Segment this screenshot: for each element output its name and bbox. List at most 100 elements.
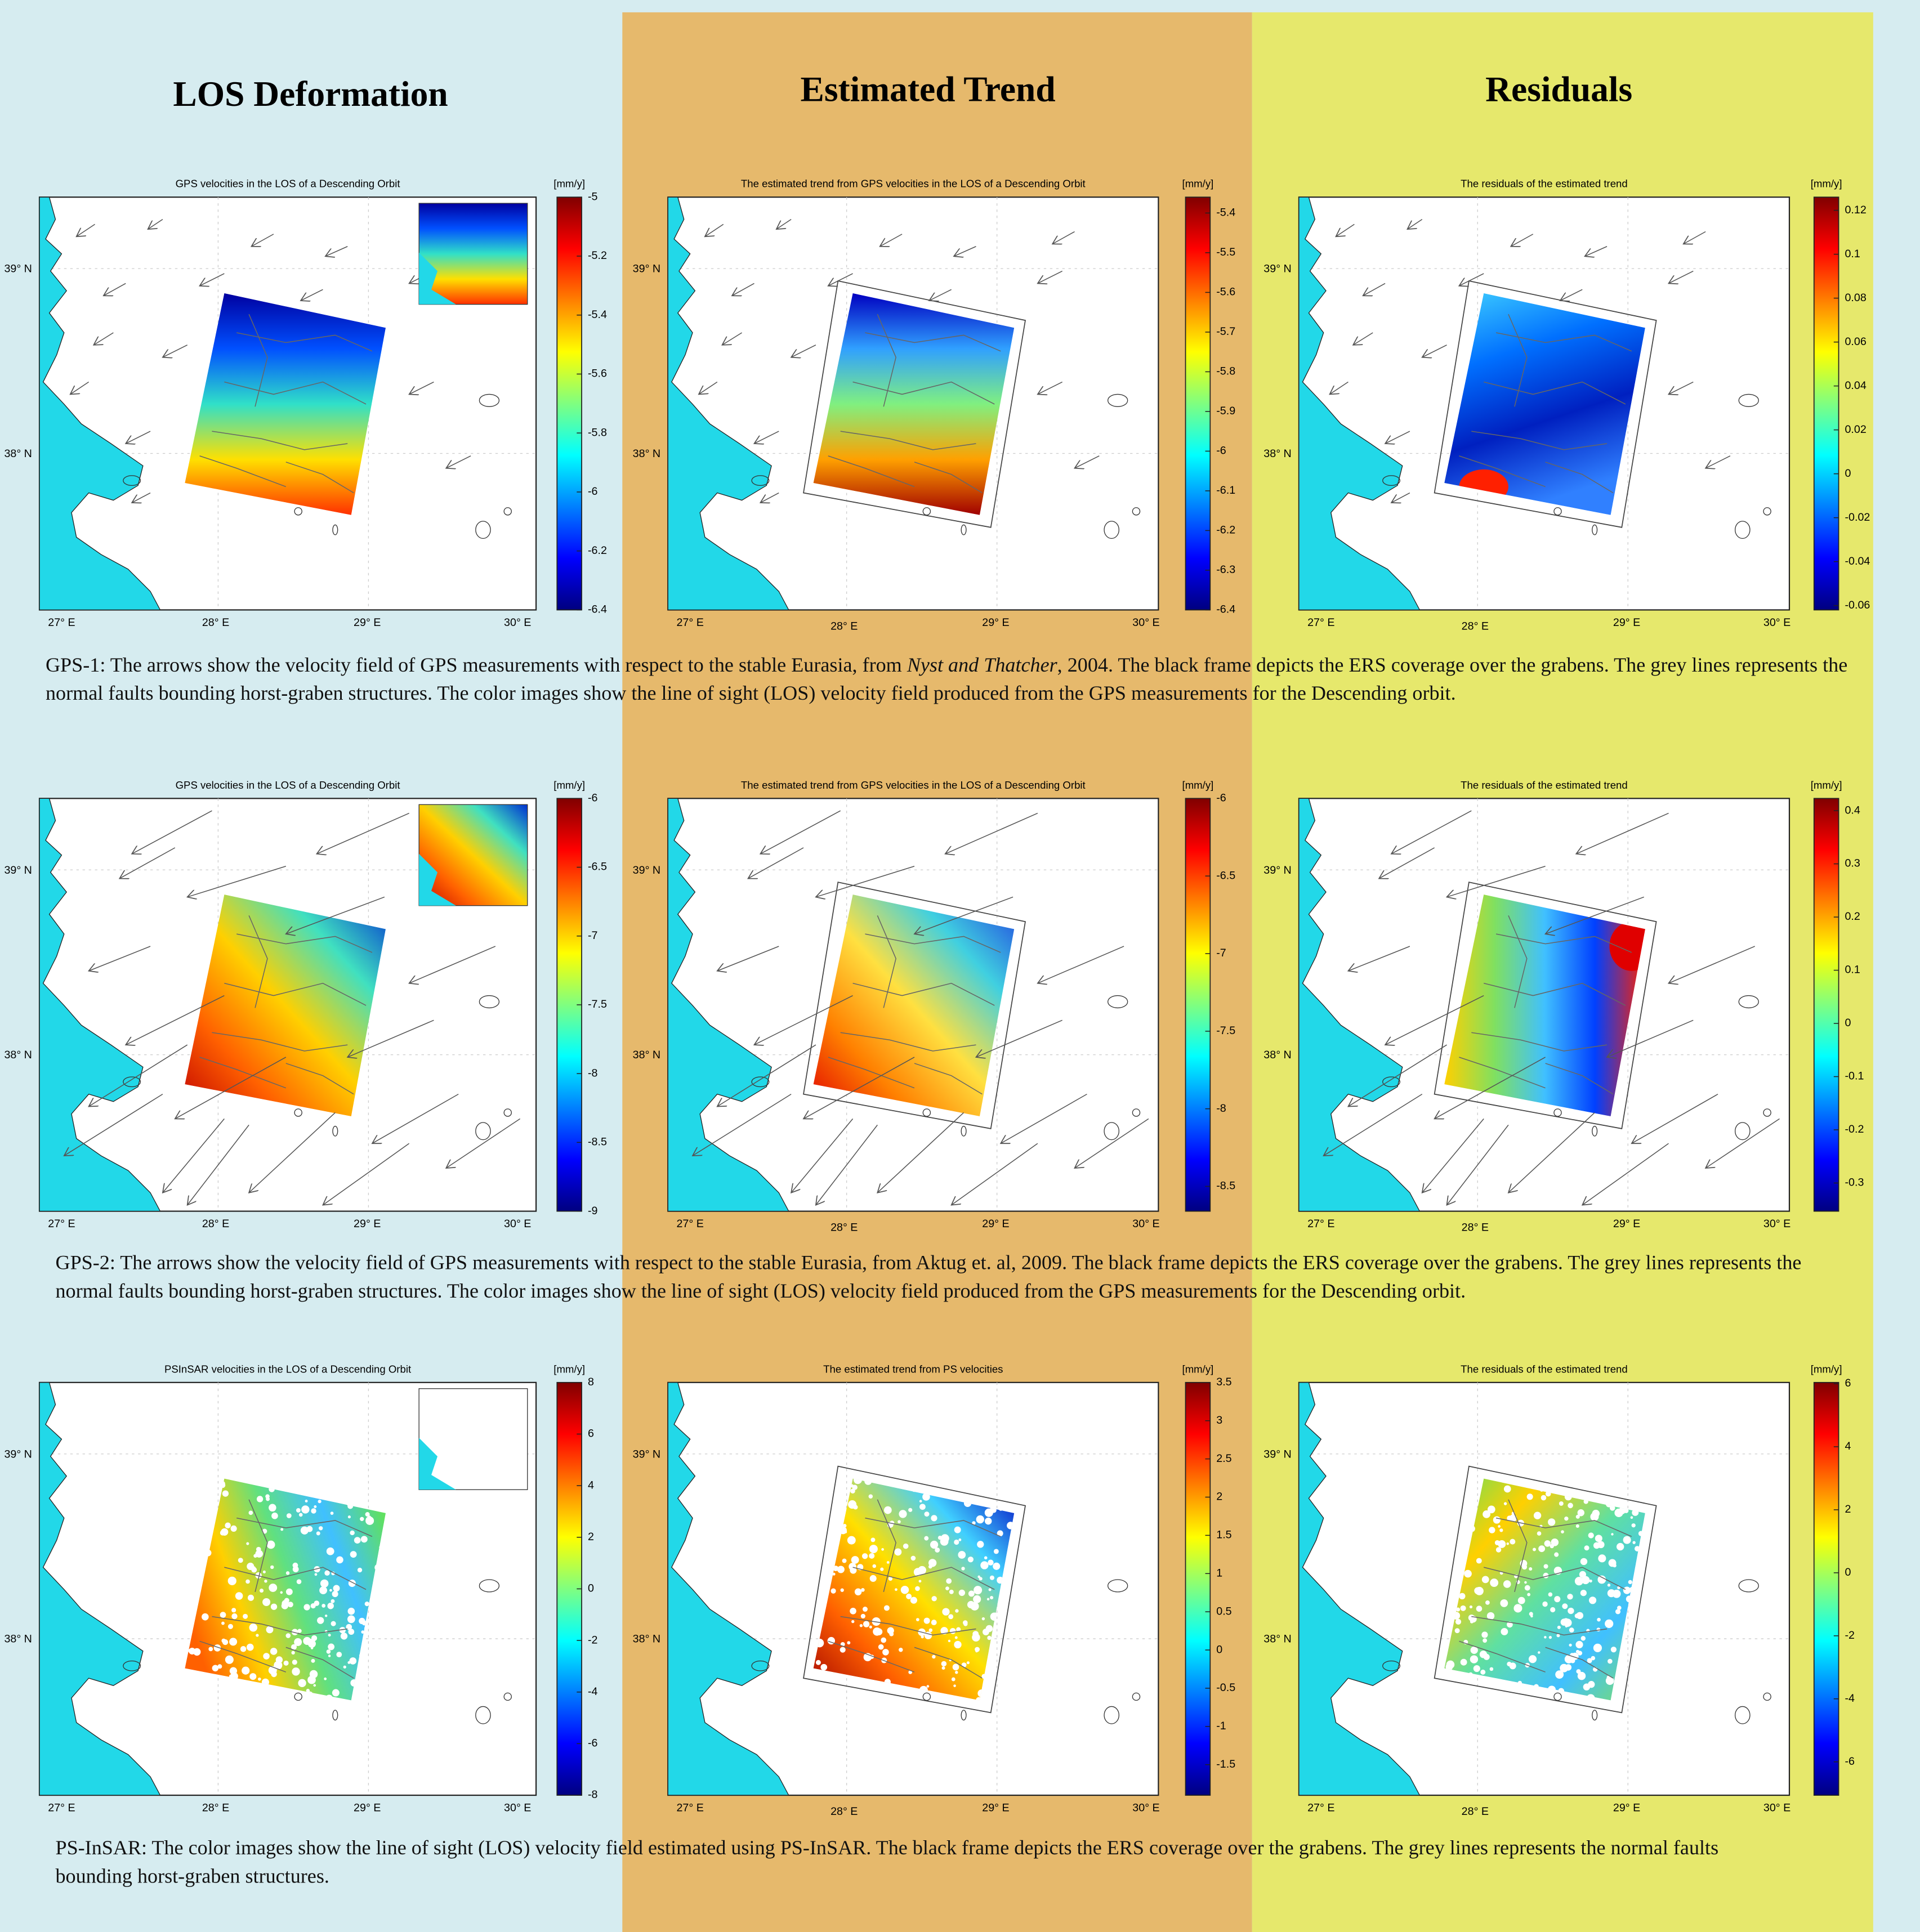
data-gap	[973, 1595, 981, 1603]
data-gap	[952, 1678, 955, 1681]
inset-frame	[419, 203, 528, 304]
map-y-label: 38° N	[1263, 1049, 1291, 1061]
data-gap	[1611, 1533, 1613, 1535]
panel-title: The estimated trend from PS velocities	[823, 1363, 1003, 1375]
map-panel: The estimated trend from PS velocities27…	[633, 1363, 1160, 1818]
colorbar-tick-label: -7	[588, 929, 598, 942]
data-gap	[994, 1549, 999, 1554]
colorbar-tick-label: 0.02	[1845, 423, 1866, 436]
data-gap	[1576, 1524, 1579, 1528]
colorbar-tick-label: 0.5	[1216, 1605, 1231, 1617]
map-y-label: 38° N	[4, 1633, 32, 1645]
data-gap	[958, 1539, 961, 1541]
data-gap	[348, 1608, 355, 1615]
page-body: LOS Deformation Estimated Trend Residual…	[0, 0, 1920, 1932]
data-gap	[228, 1624, 233, 1629]
data-gap	[317, 1617, 324, 1624]
data-gap	[1579, 1571, 1586, 1578]
data-gap	[938, 1536, 942, 1540]
data-gap	[1513, 1604, 1522, 1612]
data-gap	[916, 1618, 919, 1621]
data-gap	[863, 1621, 869, 1627]
data-gap	[1507, 1542, 1509, 1545]
data-gap	[870, 1575, 877, 1582]
data-gap	[930, 1541, 938, 1549]
colorbar-tick-label: -7.5	[1216, 1025, 1235, 1037]
panel-title: The estimated trend from GPS velocities …	[741, 779, 1086, 791]
data-gap	[280, 1528, 283, 1531]
data-gap	[1614, 1593, 1618, 1596]
data-gap	[284, 1598, 289, 1603]
data-gap	[322, 1604, 325, 1608]
data-gap	[987, 1598, 989, 1600]
data-gap	[884, 1605, 890, 1611]
caption: PS-InSAR: The color images show the line…	[55, 1833, 1780, 1890]
data-gap	[1498, 1525, 1501, 1528]
map-x-label: 29° E	[354, 1218, 381, 1230]
map-y-label: 39° N	[633, 864, 660, 876]
colorbar-tick-label: 4	[1845, 1440, 1851, 1452]
data-gap	[1544, 1636, 1546, 1638]
colorbar-tick-label: -4	[588, 1685, 598, 1698]
data-gap	[1527, 1493, 1533, 1500]
colorbar	[557, 197, 582, 610]
data-gap	[319, 1526, 323, 1530]
colorbar-tick-label: -6	[1216, 792, 1226, 804]
map-x-label: 29° E	[354, 1802, 381, 1814]
inset-map	[419, 1389, 528, 1490]
data-gap	[1490, 1578, 1498, 1587]
data-gap	[336, 1557, 343, 1564]
panel-title: The residuals of the estimated trend	[1461, 1363, 1628, 1375]
map-panel: The residuals of the estimated trend27° …	[1263, 178, 1790, 633]
data-gap	[1562, 1603, 1568, 1609]
map-y-label: 39° N	[1263, 864, 1291, 876]
data-gap	[1597, 1576, 1606, 1584]
data-gap	[987, 1636, 991, 1640]
colorbar-unit: [mm/y]	[1811, 178, 1842, 190]
data-gap	[212, 1665, 219, 1671]
colorbar-unit: [mm/y]	[1811, 779, 1842, 791]
data-gap	[1578, 1651, 1582, 1656]
colorbar-tick-label: 0.3	[1845, 857, 1860, 870]
caption: GPS-2: The arrows show the velocity fiel…	[55, 1248, 1848, 1305]
data-gap	[1559, 1501, 1564, 1506]
map-x-label: 30° E	[504, 1218, 531, 1230]
colorbar-tick-label: 0.2	[1845, 910, 1860, 923]
data-gap	[231, 1526, 237, 1532]
map-x-label: 30° E	[1132, 616, 1159, 629]
map-y-label: 39° N	[1263, 263, 1291, 275]
data-gap	[1548, 1593, 1553, 1597]
colorbar-tick-label: -0.04	[1845, 555, 1870, 567]
colorbar-tick-label: 0.08	[1845, 292, 1866, 304]
data-gap	[881, 1548, 884, 1551]
colorbar-tick-label: 4	[588, 1479, 594, 1491]
data-gap	[1529, 1567, 1532, 1571]
data-gap	[1474, 1587, 1481, 1594]
data-gap	[881, 1638, 886, 1643]
data-gap	[264, 1580, 267, 1582]
data-gap	[963, 1620, 968, 1625]
caption: GPS-1: The arrows show the velocity fiel…	[46, 651, 1851, 708]
colorbar-tick-label: 0.1	[1845, 964, 1860, 976]
data-gap	[365, 1602, 369, 1606]
data-gap	[1534, 1511, 1541, 1519]
data-gap	[869, 1553, 874, 1559]
data-gap	[869, 1545, 878, 1553]
map-x-label: 30° E	[504, 616, 531, 629]
data-gap	[830, 1589, 836, 1594]
data-gap	[258, 1678, 261, 1681]
colorbar-tick-label: -6	[588, 1737, 598, 1750]
data-gap	[850, 1488, 855, 1493]
data-gap	[257, 1496, 263, 1502]
data-gap	[915, 1586, 920, 1591]
data-gap	[1470, 1655, 1478, 1663]
data-gap	[1593, 1644, 1602, 1652]
colorbar-unit: [mm/y]	[553, 178, 585, 190]
colorbar	[1814, 197, 1839, 610]
data-gap	[188, 1649, 193, 1653]
data-gap	[260, 1589, 264, 1593]
data-gap	[1461, 1605, 1466, 1611]
data-gap	[1489, 1527, 1495, 1533]
caption-text: GPS-1: The arrows show the velocity fiel…	[46, 653, 907, 677]
data-gap	[908, 1508, 912, 1512]
